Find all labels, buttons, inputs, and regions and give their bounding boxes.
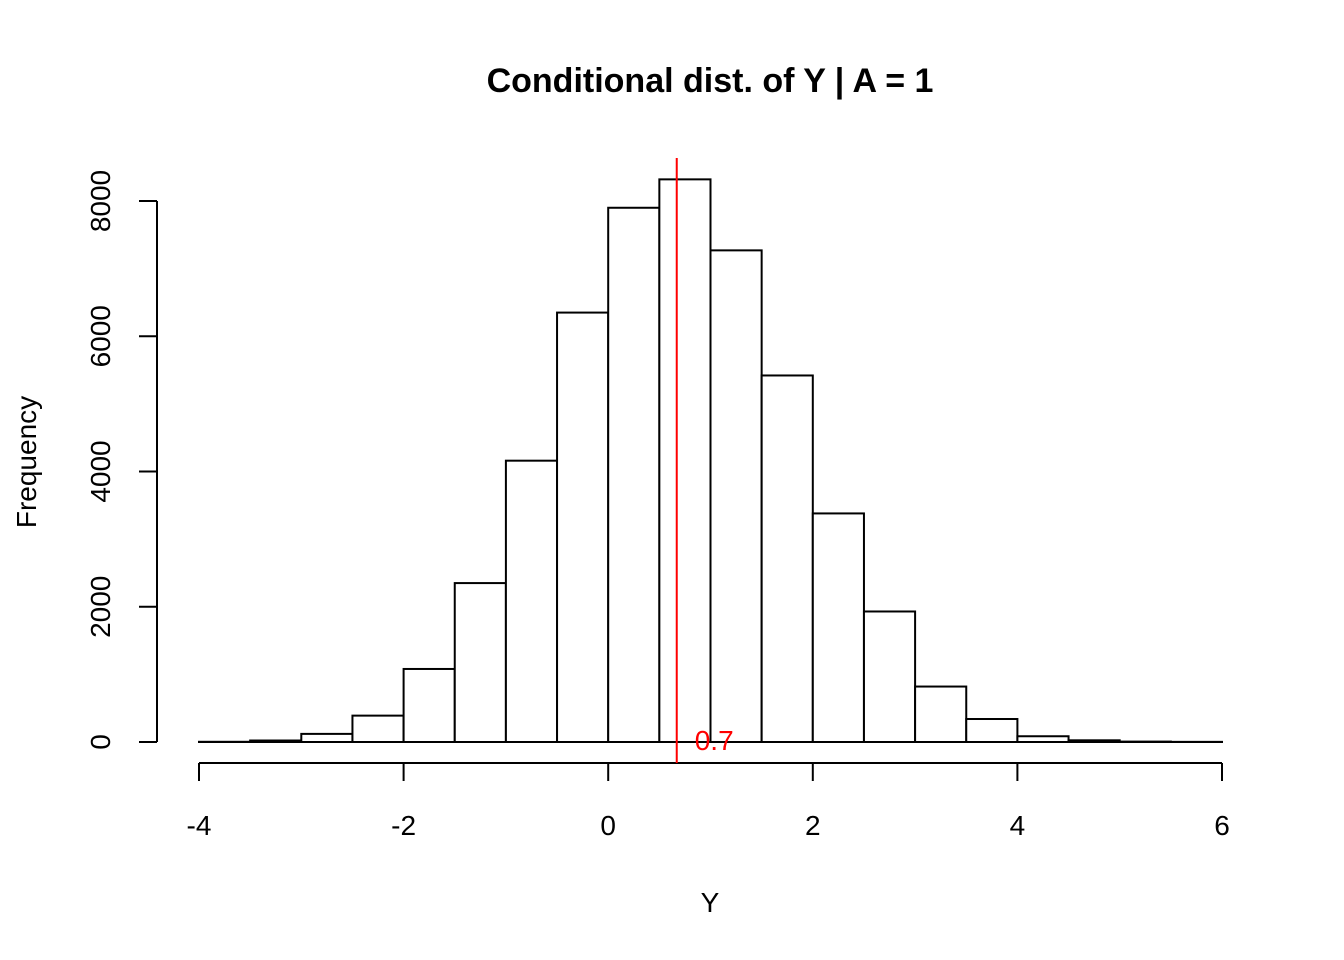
y-tick-label: 4000 xyxy=(85,440,116,502)
histogram-bar-6 xyxy=(504,459,559,743)
histogram-bar-15 xyxy=(965,718,1019,744)
histogram-bar-1 xyxy=(249,739,303,744)
histogram-bar-13 xyxy=(862,610,917,744)
x-tick-label: 2 xyxy=(805,810,821,841)
reference-line-group: 0.7 xyxy=(675,158,734,763)
histogram-bar-17 xyxy=(1067,739,1121,744)
y-tick-label: 6000 xyxy=(85,305,116,367)
y-tick-label: 2000 xyxy=(85,576,116,638)
histogram-bar-12 xyxy=(811,512,865,743)
x-tick-label: 0 xyxy=(600,810,616,841)
x-tick-label: -2 xyxy=(391,810,416,841)
reference-line-label: 0.7 xyxy=(695,725,734,756)
histogram-bar-11 xyxy=(760,374,814,743)
histogram-bar-2 xyxy=(300,732,354,744)
bars-group xyxy=(198,178,1223,744)
x-tick-label: 6 xyxy=(1214,810,1230,841)
y-tick-label: 8000 xyxy=(85,170,116,232)
histogram-bar-3 xyxy=(351,714,405,743)
histogram-bar-8 xyxy=(607,206,661,743)
x-axis-label: Y xyxy=(701,887,720,918)
histogram-bar-9 xyxy=(658,178,712,744)
x-tick-label: 4 xyxy=(1010,810,1026,841)
y-axis: 0 2000 4000 6000 8000 xyxy=(85,170,158,750)
histogram-bar-5 xyxy=(453,582,507,743)
y-axis-label: Frequency xyxy=(11,396,42,528)
y-tick-label: 0 xyxy=(85,734,116,750)
histogram-bar-4 xyxy=(402,667,456,744)
chart-title: Conditional dist. of Y | A = 1 xyxy=(487,62,934,100)
histogram-bar-7 xyxy=(556,311,610,743)
histogram-bar-10 xyxy=(709,249,763,744)
histogram-bar-14 xyxy=(914,685,968,743)
x-tick-label: -4 xyxy=(187,810,212,841)
x-axis: -4 -2 0 2 4 6 xyxy=(187,762,1230,841)
histogram-bar-16 xyxy=(1016,735,1070,744)
